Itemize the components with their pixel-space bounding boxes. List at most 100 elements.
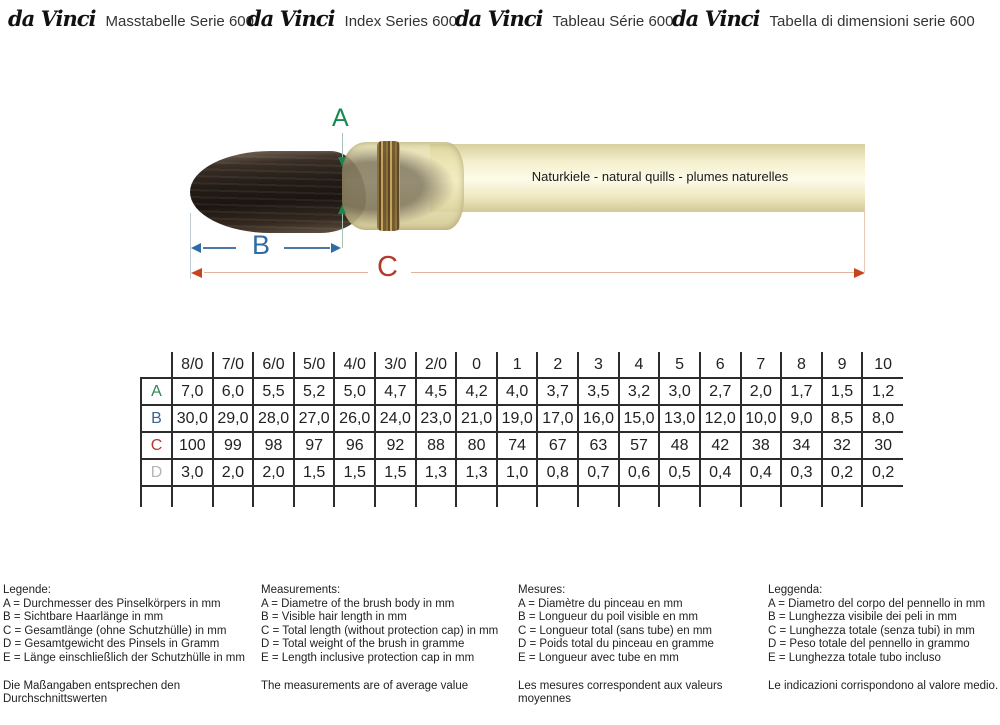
value-cell: 0,7: [577, 459, 619, 487]
legend-line: E = Length inclusive protection cap in m…: [261, 651, 475, 664]
size-column-header: 3: [577, 352, 619, 379]
table-header-row: 8/0 7/0 6/0 5/0 4/0 3/0 2/0 0 1 2 3 4 5 6 7 8 9 10: [141, 352, 903, 379]
empty-cell: [374, 486, 416, 507]
size-column-header: 5: [658, 352, 700, 379]
row-label-c: C: [140, 432, 172, 460]
value-cell: 63: [577, 432, 619, 460]
legend-line: B = Longueur du poil visible en mm: [518, 611, 698, 624]
size-column-header: 0: [455, 352, 497, 379]
brush-handle-image: [430, 144, 865, 212]
empty-cell: [617, 486, 660, 507]
header-group-it: da Vinci Tabella di dimensioni serie 600: [672, 6, 975, 31]
value-cell: 0,4: [739, 459, 782, 487]
value-cell: 38: [739, 432, 782, 460]
table-corner-cell: [141, 352, 172, 379]
legend-line: D = Poids total du pinceau en gramme: [518, 638, 714, 651]
dim-a-extension-line-lower: [342, 214, 343, 248]
header-title-de: Masstabelle Serie 600: [105, 13, 254, 30]
legend-column: Measurements: A = Diametre of the brush b…: [261, 584, 513, 693]
empty-cell: [577, 486, 619, 507]
value-cell: 1,0: [495, 459, 538, 487]
empty-cell: [333, 486, 376, 507]
dim-a-arrow-up-icon: [338, 205, 346, 214]
legend-line: C = Total length (without protection cap…: [261, 624, 499, 637]
size-column-header: 10: [861, 352, 903, 379]
size-column-header: 2: [536, 352, 579, 379]
dim-b-label: B: [252, 230, 271, 260]
value-cell: 0,3: [780, 459, 822, 487]
size-column-header: 8/0: [171, 352, 213, 379]
dim-b-arrow-left-icon: [191, 243, 201, 253]
legend-line: A = Diametre of the brush body in mm: [261, 597, 455, 610]
value-cell: 88: [414, 432, 457, 460]
value-cell: 3,2: [617, 378, 660, 406]
size-column-header: 4: [617, 352, 660, 379]
brush-quill-image: [342, 142, 464, 230]
value-cell: 27,0: [292, 405, 335, 433]
value-cell: 32: [820, 432, 863, 460]
row-label-a: A: [140, 378, 172, 406]
value-cell: 42: [698, 432, 741, 460]
legend-column: Leggenda: A = Diametro del corpo del penn…: [768, 584, 1000, 693]
row-label-b: B: [140, 405, 172, 433]
legend-note: Les mesures correspondent aux valeurs mo…: [518, 679, 723, 706]
empty-cell: [536, 486, 579, 507]
value-cell: 4,2: [455, 378, 497, 406]
size-column-header: 3/0: [374, 352, 416, 379]
empty-cell: [292, 486, 335, 507]
header-group-de: da Vinci Masstabelle Serie 600: [8, 6, 254, 31]
size-column-header: 8: [780, 352, 822, 379]
size-column-header: 1: [495, 352, 538, 379]
size-column-header: 5/0: [292, 352, 335, 379]
value-cell: 57: [617, 432, 660, 460]
size-column-header: 7: [739, 352, 782, 379]
value-cell: 4,0: [495, 378, 538, 406]
size-column-header: 4/0: [333, 352, 376, 379]
value-cell: 28,0: [252, 405, 294, 433]
dim-c-arrow-left-icon: [191, 268, 202, 278]
empty-cell: [780, 486, 822, 507]
value-cell: 80: [455, 432, 497, 460]
value-cell: 17,0: [536, 405, 579, 433]
value-cell: 30,0: [171, 405, 213, 433]
legend-title: Legende:: [3, 584, 51, 596]
value-cell: 5,0: [333, 378, 376, 406]
value-cell: 2,0: [739, 378, 782, 406]
davinci-logo: da Vinci: [672, 6, 761, 31]
value-cell: 16,0: [577, 405, 619, 433]
value-cell: 5,2: [292, 378, 335, 406]
header-title-fr: Tableau Série 600: [552, 13, 674, 30]
table-row: D 3,0 2,0 2,0 1,5 1,5 1,5 1,3 1,3 1,0 0,8 0,7 0,6 0,5…: [140, 459, 903, 487]
legend-line: A = Durchmesser des Pinselkörpers in mm: [3, 597, 221, 610]
empty-cell: [414, 486, 457, 507]
table-empty-row: [140, 486, 903, 507]
davinci-logo: da Vinci: [455, 6, 544, 31]
legend-line: C = Lunghezza totale (senza tubi) in mm: [768, 624, 975, 637]
value-cell: 3,0: [171, 459, 213, 487]
table-row: A 7,0 6,0 5,5 5,2 5,0 4,7 4,5 4,2 4,0 3,7 3,5 3,2 3,0…: [140, 378, 903, 406]
value-cell: 0,4: [698, 459, 741, 487]
value-cell: 3,0: [658, 378, 700, 406]
empty-cell: [211, 486, 254, 507]
legend-line: D = Gesamtgewicht des Pinsels in Gramm: [3, 638, 220, 651]
empty-cell: [698, 486, 741, 507]
value-cell: 0,2: [861, 459, 903, 487]
size-table: 8/0 7/0 6/0 5/0 4/0 3/0 2/0 0 1 2 3 4 5 6 7 8 9 10 A 7,0 6,0…: [140, 352, 903, 507]
value-cell: 1,5: [292, 459, 335, 487]
value-cell: 74: [495, 432, 538, 460]
dim-c-line-right: [411, 272, 854, 273]
table-row: C 100 99 98 97 96 92 88 80 74 67 63 57 48 42 38 34 32 30: [140, 432, 903, 460]
table-row: B 30,0 29,0 28,0 27,0 26,0 24,0 23,0 21,0 19,0 17,…: [140, 405, 903, 433]
legend-title: Measurements:: [261, 584, 341, 596]
empty-cell: [171, 486, 213, 507]
value-cell: 97: [292, 432, 335, 460]
value-cell: 1,5: [820, 378, 863, 406]
value-cell: 2,0: [211, 459, 254, 487]
value-cell: 2,0: [252, 459, 294, 487]
value-cell: 0,5: [658, 459, 700, 487]
dim-c-label: C: [377, 251, 398, 283]
right-extent-line: [864, 210, 865, 272]
legend-note: Die Maßangaben entsprechen den Durchschn…: [3, 679, 181, 706]
legend-title: Leggenda:: [768, 584, 823, 596]
empty-cell: [658, 486, 700, 507]
